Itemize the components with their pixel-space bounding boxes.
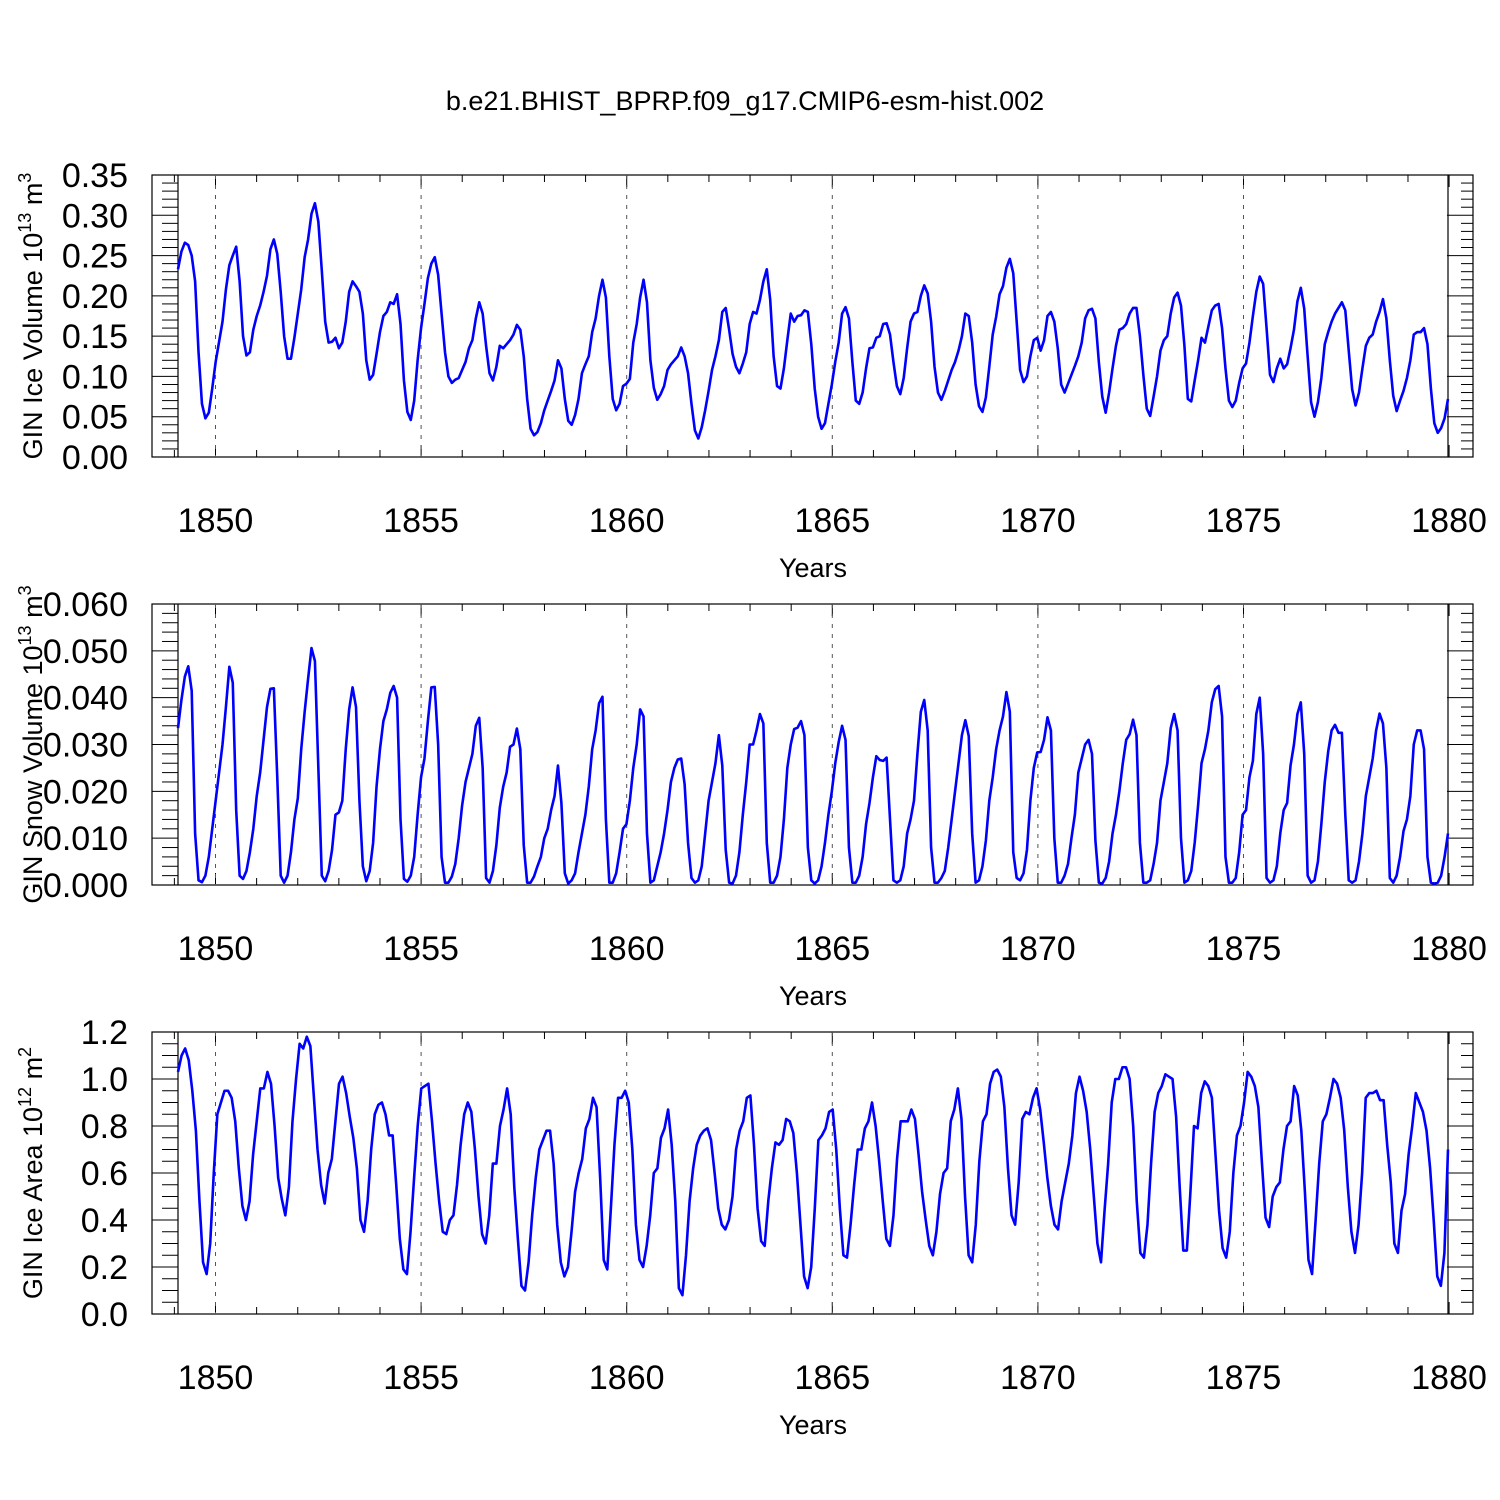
x-axis-label: Years <box>779 981 847 1011</box>
y-tick-label: 0.050 <box>43 633 128 671</box>
panel-ice-volume: 1850 1855 1860 1865 1870 1875 1880 Years 0.000.0… <box>15 157 1487 583</box>
y-tick-label: 0.040 <box>43 680 128 718</box>
y-tick-label: 0.30 <box>62 197 128 235</box>
x-tick-label: 1850 <box>178 930 254 968</box>
x-tick-label: 1860 <box>589 930 665 968</box>
y-tick-label: 0.6 <box>81 1155 128 1193</box>
x-tick-label: 1880 <box>1411 930 1487 968</box>
y-tick-label: 1.2 <box>81 1014 128 1052</box>
x-tick-label: 1875 <box>1206 1359 1282 1397</box>
y-tick-label: 0.020 <box>43 773 128 811</box>
figure-title: b.e21.BHIST_BPRP.f09_g17.CMIP6-esm-hist.… <box>446 86 1044 116</box>
y-tick-label: 0.35 <box>62 157 128 195</box>
x-tick-label: 1860 <box>589 1359 665 1397</box>
series-line-ice-volume <box>176 201 1450 440</box>
x-tick-label: 1865 <box>794 1359 870 1397</box>
y-tick-label: 0.060 <box>43 586 128 624</box>
series-line-snow-volume <box>176 646 1450 885</box>
y-tick-label: 0.05 <box>62 399 128 437</box>
x-tick-label: 1880 <box>1411 1359 1487 1397</box>
y-tick-label: 0.10 <box>62 358 128 396</box>
y-tick-label: 0.0 <box>81 1296 128 1334</box>
plot-frame <box>151 174 1474 458</box>
x-tick-label: 1870 <box>1000 502 1076 540</box>
y-tick-label: 0.2 <box>81 1249 128 1287</box>
x-tick-label: 1865 <box>794 502 870 540</box>
y-tick-label: 0.000 <box>43 867 128 905</box>
y-tick-label: 1.0 <box>81 1061 128 1099</box>
x-tick-label: 1875 <box>1206 930 1282 968</box>
x-tick-label: 1865 <box>794 930 870 968</box>
x-tick-label: 1860 <box>589 502 665 540</box>
y-tick-label: 0.4 <box>81 1202 128 1240</box>
x-tick-label: 1855 <box>383 930 459 968</box>
y-tick-label: 0.8 <box>81 1108 128 1146</box>
x-tick-label: 1870 <box>1000 1359 1076 1397</box>
x-tick-label: 1850 <box>178 502 254 540</box>
x-tick-label: 1855 <box>383 1359 459 1397</box>
y-tick-label: 0.00 <box>62 439 128 477</box>
y-axis-label: GIN Ice Volume 1013 m3 <box>15 173 48 460</box>
y-tick-label: 0.20 <box>62 278 128 316</box>
panel-snow-volume: 1850 1855 1860 1865 1870 1875 1880 Years 0.000 0.… <box>15 585 1487 1011</box>
y-tick-label: 0.25 <box>62 238 128 276</box>
x-tick-label: 1880 <box>1411 502 1487 540</box>
x-tick-label: 1850 <box>178 1359 254 1397</box>
x-tick-label: 1870 <box>1000 930 1076 968</box>
x-axis-label: Years <box>779 1410 847 1440</box>
y-tick-label: 0.030 <box>43 727 128 765</box>
y-tick-label: 0.010 <box>43 820 128 858</box>
y-tick-label: 0.15 <box>62 318 128 356</box>
x-tick-label: 1875 <box>1206 502 1282 540</box>
panel-ice-area: 1850 1855 1860 1865 1870 1875 1880 Years 0.0 0.2 0… <box>15 1014 1487 1440</box>
x-tick-label: 1855 <box>383 502 459 540</box>
y-axis-label: GIN Snow Volume 1013 m3 <box>15 585 48 903</box>
y-axis-label: GIN Ice Area 1012 m2 <box>15 1047 48 1299</box>
x-axis-label: Years <box>779 553 847 583</box>
series-line-ice-area <box>176 1035 1450 1297</box>
